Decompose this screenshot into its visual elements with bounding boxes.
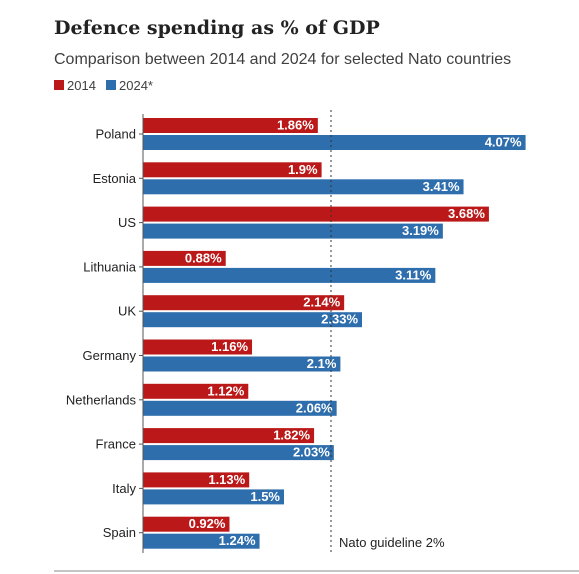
chart-title: Defence spending as % of GDP — [54, 17, 380, 39]
value-label-lithuania-2024: 3.11% — [395, 267, 432, 282]
value-label-spain-2014: 0.92% — [189, 516, 226, 531]
bar-italy-2024 — [143, 489, 284, 505]
category-label-uk: UK — [118, 304, 136, 319]
value-label-netherlands-2024: 2.06% — [296, 400, 333, 415]
group-germany: Germany 1.16% 2.1% — [83, 339, 341, 372]
value-label-poland-2014: 1.86% — [277, 118, 314, 133]
value-label-uk-2024: 2.33% — [321, 312, 358, 327]
bar-uk-2014 — [143, 295, 345, 311]
value-label-netherlands-2014: 1.12% — [207, 383, 244, 398]
value-label-germany-2024: 2.1% — [307, 356, 337, 371]
bar-italy-2014 — [143, 472, 250, 488]
bar-netherlands-2024 — [143, 400, 337, 416]
chart-subtitle: Comparison between 2014 and 2024 for sel… — [54, 51, 511, 68]
bar-lithuania-2014 — [143, 250, 226, 266]
group-italy: Italy 1.13% 1.5% — [112, 472, 284, 505]
legend-label-2024: 2024* — [119, 78, 153, 93]
value-label-italy-2014: 1.13% — [208, 472, 245, 487]
bar-us-2014 — [143, 206, 489, 222]
bar-france-2024 — [143, 445, 334, 461]
legend: 2014 2024* — [54, 78, 153, 93]
value-label-us-2014: 3.68% — [448, 206, 485, 221]
bar-estonia-2014 — [143, 162, 322, 178]
bar-spain-2024 — [143, 533, 260, 549]
category-label-lithuania: Lithuania — [83, 259, 137, 274]
value-label-lithuania-2014: 0.88% — [185, 250, 222, 265]
category-label-italy: Italy — [112, 481, 136, 496]
value-label-estonia-2024: 3.41% — [423, 179, 460, 194]
bar-germany-2014 — [143, 339, 253, 355]
bar-uk-2024 — [143, 312, 363, 328]
category-label-germany: Germany — [83, 348, 137, 363]
value-label-germany-2014: 1.16% — [211, 339, 248, 354]
group-uk: UK 2.14% 2.33% — [118, 295, 363, 328]
plot-area: Poland 1.86% 4.07% Estonia 1.9% 3.41% US 3.68% 3… — [66, 110, 526, 554]
value-label-italy-2024: 1.5% — [250, 489, 280, 504]
bar-netherlands-2014 — [143, 383, 249, 399]
category-label-netherlands: Netherlands — [66, 392, 137, 407]
value-label-france-2024: 2.03% — [293, 445, 330, 460]
bar-poland-2014 — [143, 118, 318, 133]
group-estonia: Estonia 1.9% 3.41% — [93, 162, 464, 195]
legend-swatch-2024 — [106, 80, 116, 90]
value-label-uk-2014: 2.14% — [303, 295, 340, 310]
bar-estonia-2024 — [143, 179, 464, 195]
bar-spain-2014 — [143, 516, 230, 532]
value-label-us-2024: 3.19% — [402, 223, 439, 238]
category-label-poland: Poland — [96, 127, 136, 142]
legend-label-2014: 2014 — [67, 78, 96, 93]
group-spain: Spain 0.92% 1.24% — [103, 516, 260, 549]
bar-germany-2024 — [143, 356, 341, 372]
bar-poland-2024 — [143, 135, 526, 150]
value-label-estonia-2014: 1.9% — [288, 162, 318, 177]
group-us: US 3.68% 3.19% — [118, 206, 489, 239]
nato-guideline-label: Nato guideline 2% — [339, 535, 445, 550]
value-label-france-2014: 1.82% — [273, 428, 310, 443]
group-poland: Poland 1.86% 4.07% — [96, 118, 526, 150]
group-netherlands: Netherlands 1.12% 2.06% — [66, 383, 337, 416]
group-france: France 1.82% 2.03% — [96, 428, 334, 461]
value-label-poland-2024: 4.07% — [485, 135, 522, 150]
category-label-spain: Spain — [103, 525, 136, 540]
category-label-estonia: Estonia — [93, 171, 137, 186]
category-label-france: France — [96, 437, 136, 452]
bar-us-2024 — [143, 223, 443, 239]
bar-france-2014 — [143, 428, 315, 444]
category-label-us: US — [118, 215, 136, 230]
legend-swatch-2014 — [54, 80, 64, 90]
value-label-spain-2024: 1.24% — [219, 533, 256, 548]
group-lithuania: Lithuania 0.88% 3.11% — [83, 250, 436, 283]
bar-lithuania-2024 — [143, 267, 436, 283]
